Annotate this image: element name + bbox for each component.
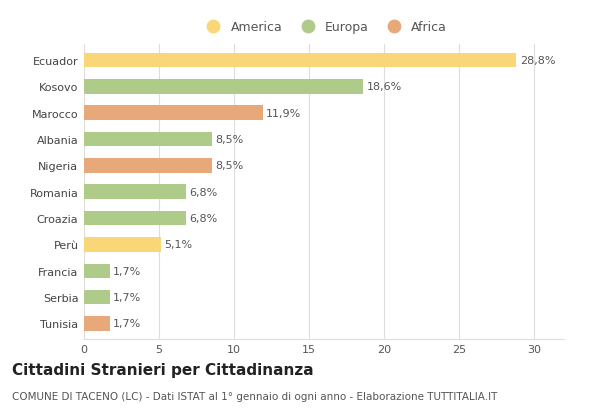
Text: 8,5%: 8,5% — [215, 161, 244, 171]
Bar — [84, 106, 263, 121]
Text: 18,6%: 18,6% — [367, 82, 402, 92]
Text: 5,1%: 5,1% — [164, 240, 193, 250]
Bar — [84, 80, 363, 94]
Legend: America, Europa, Africa: America, Europa, Africa — [196, 16, 452, 39]
Text: 28,8%: 28,8% — [520, 56, 555, 66]
Bar — [84, 54, 516, 68]
Text: 11,9%: 11,9% — [266, 108, 302, 118]
Bar — [84, 264, 110, 279]
Text: 1,7%: 1,7% — [113, 292, 142, 302]
Bar — [84, 317, 110, 331]
Text: COMUNE DI TACENO (LC) - Dati ISTAT al 1° gennaio di ogni anno - Elaborazione TUT: COMUNE DI TACENO (LC) - Dati ISTAT al 1°… — [12, 391, 497, 400]
Bar — [84, 159, 212, 173]
Bar — [84, 290, 110, 305]
Bar — [84, 211, 186, 226]
Text: 6,8%: 6,8% — [190, 187, 218, 197]
Text: 1,7%: 1,7% — [113, 319, 142, 329]
Text: 1,7%: 1,7% — [113, 266, 142, 276]
Bar — [84, 238, 161, 252]
Text: 6,8%: 6,8% — [190, 213, 218, 223]
Text: 8,5%: 8,5% — [215, 135, 244, 145]
Text: Cittadini Stranieri per Cittadinanza: Cittadini Stranieri per Cittadinanza — [12, 362, 314, 377]
Bar — [84, 133, 212, 147]
Bar — [84, 185, 186, 200]
